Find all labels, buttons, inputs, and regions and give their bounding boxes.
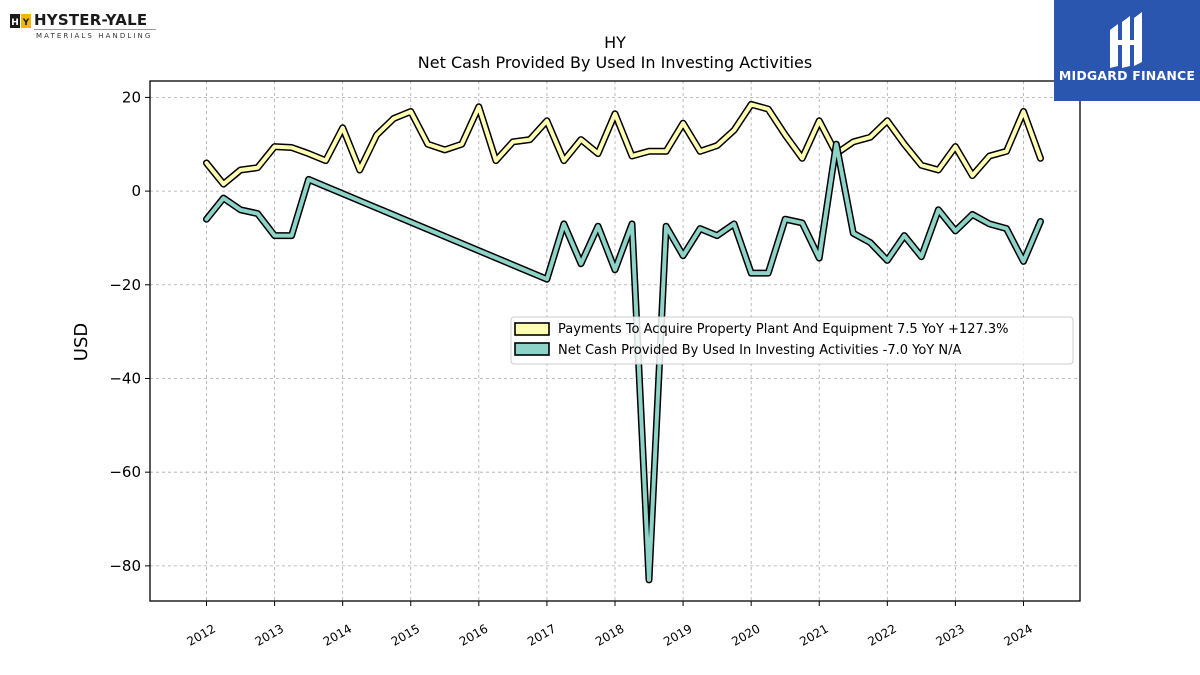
midgard-logo-icon	[1110, 12, 1142, 68]
company-logo-subtitle: MATERIALS HANDLING	[36, 32, 153, 40]
y-tick-label: −60	[109, 463, 141, 481]
x-tick-label: 2018	[593, 621, 626, 648]
legend-swatch-capex	[514, 322, 550, 336]
hy-logo-icon: H Y	[10, 14, 31, 28]
x-tick-label: 2023	[933, 621, 966, 648]
x-tick-label: 2024	[1002, 621, 1035, 648]
chart-title: HY	[604, 33, 626, 52]
y-tick-label: −20	[109, 276, 141, 294]
y-axis-label: USD	[71, 323, 92, 361]
x-tick-label: 2019	[661, 621, 694, 648]
series-line-capex	[204, 102, 1043, 187]
chart-subtitle: Net Cash Provided By Used In Investing A…	[418, 53, 812, 72]
company-logo-name: HYSTER-YALE	[34, 11, 148, 29]
legend-label-capex: Payments To Acquire Property Plant And E…	[558, 322, 1009, 337]
company-logo: H Y HYSTER-YALE MATERIALS HANDLING	[8, 10, 158, 46]
x-tick-label: 2021	[797, 621, 830, 648]
x-tick-label: 2020	[729, 621, 762, 648]
legend-swatch-investing	[514, 342, 550, 356]
series-layer	[203, 100, 1044, 584]
x-tick-label: 2014	[321, 621, 354, 648]
logo-divider	[34, 29, 156, 30]
svg-text:H: H	[11, 18, 19, 28]
x-tick-label: 2022	[865, 621, 898, 648]
legend-box	[510, 316, 1074, 365]
x-tick-label: 2013	[253, 621, 286, 648]
svg-text:Y: Y	[22, 18, 30, 28]
legend-label-investing: Net Cash Provided By Used In Investing A…	[558, 343, 961, 358]
y-tick-label: −80	[109, 557, 141, 575]
y-tick-label: −40	[109, 369, 141, 387]
series-line-investing	[204, 142, 1043, 582]
x-tick-label: 2015	[389, 621, 422, 648]
brand-logo: MIDGARD FINANCE	[1054, 0, 1200, 101]
x-tick-label: 2016	[457, 621, 490, 648]
x-tick-label: 2012	[185, 621, 218, 648]
y-tick-label: 0	[131, 182, 141, 200]
series-line-capex-outline	[203, 100, 1044, 188]
legend: Payments To Acquire Property Plant And E…	[510, 316, 1074, 365]
y-tick-label: 20	[122, 88, 141, 106]
x-tick-label: 2017	[525, 621, 558, 648]
brand-name: MIDGARD FINANCE	[1058, 68, 1196, 83]
